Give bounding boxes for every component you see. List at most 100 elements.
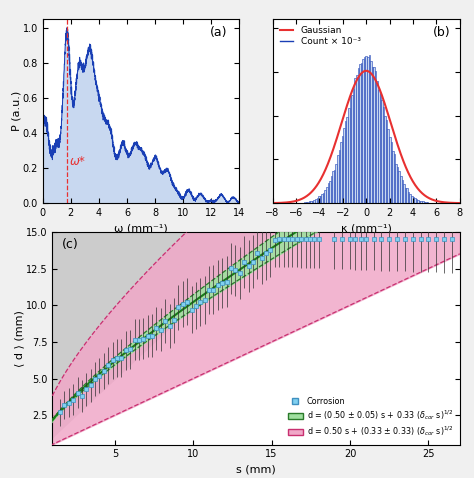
- Y-axis label: ⟨ d ⟩ (mm): ⟨ d ⟩ (mm): [14, 310, 24, 367]
- Point: [197, 298, 204, 306]
- Point: [139, 335, 147, 342]
- Bar: [410, 194, 411, 203]
- Point: [91, 375, 99, 382]
- Bar: [370, 61, 372, 203]
- Point: [118, 354, 125, 362]
- Bar: [368, 54, 370, 203]
- Point: [127, 346, 134, 353]
- Point: [245, 262, 252, 270]
- Bar: [386, 120, 387, 203]
- Bar: [414, 198, 416, 203]
- Point: [432, 235, 440, 243]
- Bar: [307, 202, 309, 203]
- X-axis label: s (mm): s (mm): [236, 465, 276, 475]
- Point: [174, 304, 182, 311]
- Bar: [346, 117, 348, 203]
- Bar: [419, 201, 420, 203]
- Point: [258, 254, 265, 261]
- Point: [240, 258, 248, 266]
- Point: [201, 296, 209, 304]
- Bar: [361, 63, 362, 203]
- Bar: [380, 94, 381, 203]
- Bar: [356, 75, 357, 203]
- Bar: [338, 151, 340, 203]
- Bar: [405, 188, 406, 203]
- Point: [232, 267, 239, 274]
- Bar: [357, 67, 359, 203]
- Bar: [391, 142, 392, 203]
- Point: [210, 286, 217, 293]
- Legend: Gaussian, Count × 10⁻³: Gaussian, Count × 10⁻³: [277, 23, 363, 49]
- Bar: [367, 57, 368, 203]
- Bar: [376, 81, 378, 203]
- Bar: [317, 198, 318, 203]
- Bar: [334, 170, 336, 203]
- Point: [157, 326, 164, 334]
- Bar: [397, 167, 399, 203]
- Bar: [406, 188, 408, 203]
- Point: [289, 236, 296, 243]
- Bar: [422, 202, 424, 203]
- Point: [262, 249, 270, 257]
- Point: [214, 281, 222, 289]
- Point: [219, 280, 226, 287]
- Bar: [411, 196, 412, 203]
- Point: [440, 235, 448, 243]
- Bar: [355, 78, 356, 203]
- Point: [87, 381, 94, 389]
- Point: [227, 264, 235, 272]
- Bar: [328, 183, 329, 203]
- Point: [78, 392, 86, 400]
- Point: [393, 235, 401, 243]
- Point: [338, 235, 346, 243]
- Point: [385, 235, 393, 243]
- Legend: Corrosion, d = (0.50 $\pm$ 0.05) s + 0.33 ($\delta_{cor}$ s)$^{1/2}$, d = 0.50 s: Corrosion, d = (0.50 $\pm$ 0.05) s + 0.3…: [286, 395, 456, 441]
- Point: [302, 235, 310, 243]
- Point: [65, 399, 73, 406]
- Bar: [364, 57, 365, 203]
- Bar: [395, 164, 397, 203]
- Point: [267, 246, 274, 254]
- Point: [153, 325, 160, 332]
- Point: [162, 317, 169, 325]
- Bar: [387, 129, 389, 203]
- Bar: [399, 172, 400, 203]
- Bar: [310, 201, 312, 203]
- Bar: [384, 116, 386, 203]
- Point: [310, 235, 318, 243]
- Point: [275, 235, 283, 243]
- Bar: [342, 136, 343, 203]
- Point: [170, 316, 178, 324]
- Point: [96, 372, 103, 380]
- Point: [100, 367, 108, 375]
- Point: [297, 235, 305, 243]
- X-axis label: ω (mm⁻¹): ω (mm⁻¹): [114, 224, 168, 234]
- Bar: [400, 176, 401, 203]
- Bar: [365, 56, 367, 203]
- Point: [370, 235, 377, 243]
- Point: [74, 389, 82, 396]
- Point: [357, 235, 365, 243]
- Bar: [351, 95, 353, 203]
- Point: [284, 235, 292, 243]
- Bar: [417, 200, 419, 203]
- Bar: [394, 154, 395, 203]
- Bar: [420, 201, 422, 203]
- Bar: [306, 202, 307, 203]
- Point: [148, 332, 156, 339]
- Point: [56, 409, 64, 416]
- Bar: [381, 100, 383, 203]
- Point: [378, 235, 385, 243]
- Bar: [348, 108, 350, 203]
- Point: [351, 235, 358, 243]
- Point: [346, 235, 354, 243]
- Point: [192, 302, 200, 309]
- Bar: [425, 202, 427, 203]
- Bar: [392, 152, 394, 203]
- Point: [362, 235, 370, 243]
- Point: [144, 332, 152, 339]
- Bar: [321, 194, 323, 203]
- Bar: [378, 90, 380, 203]
- Point: [166, 322, 173, 330]
- Bar: [336, 164, 337, 203]
